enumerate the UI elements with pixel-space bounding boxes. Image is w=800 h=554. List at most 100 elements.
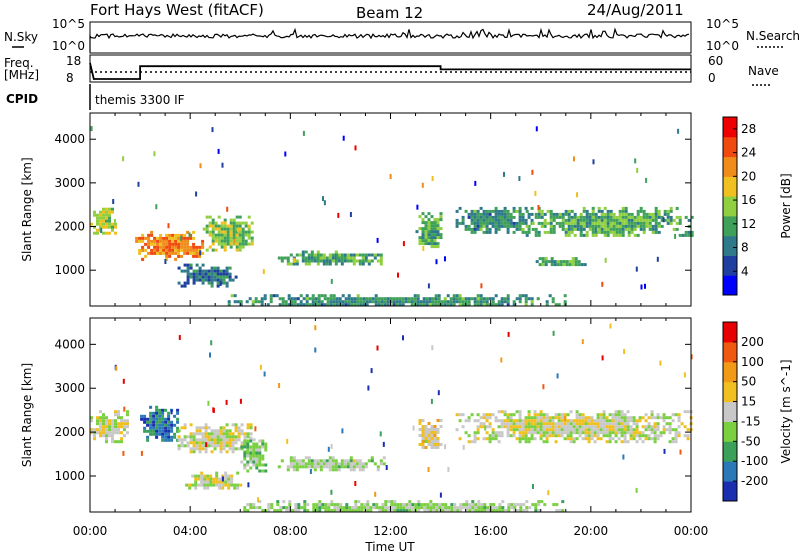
- echo-cell: [567, 227, 571, 231]
- echo-cell: [537, 209, 541, 213]
- echo-cell: [108, 225, 111, 229]
- echo-cell: [413, 297, 417, 301]
- echo-cell: [174, 245, 178, 249]
- echo-cell: [554, 416, 558, 420]
- echo-cell: [416, 300, 420, 304]
- echo-cell: [617, 425, 621, 429]
- echo-cell: [349, 459, 353, 463]
- echo-cell: [596, 425, 600, 429]
- echo-cell: [530, 212, 534, 216]
- echo-cell: [611, 422, 615, 426]
- echo-cell: [624, 224, 628, 228]
- echo-cell: [674, 437, 678, 441]
- echo-cell: [545, 425, 549, 429]
- echo-cell: [633, 215, 637, 219]
- echo-cell: [441, 503, 445, 507]
- echo-cell: [482, 300, 486, 304]
- echo-cell: [99, 419, 102, 423]
- echo-cell: [212, 483, 216, 487]
- echo-cell: [173, 435, 177, 439]
- echo-cell: [189, 435, 193, 439]
- scatter-point: [581, 339, 584, 345]
- echo-cell: [249, 503, 253, 507]
- echo-cell: [434, 294, 438, 298]
- echo-cell: [171, 236, 175, 240]
- echo-cell: [426, 506, 430, 510]
- scatter-point: [416, 204, 419, 210]
- echo-cell: [304, 250, 308, 254]
- echo-cell: [204, 272, 208, 276]
- echo-cell: [329, 297, 333, 301]
- echo-cell: [416, 303, 420, 307]
- scatter-point: [354, 145, 357, 151]
- echo-cell: [669, 206, 673, 210]
- echo-cell: [315, 503, 319, 507]
- echo-cell: [200, 480, 204, 484]
- echo-cell: [180, 239, 184, 243]
- echo-cell: [155, 426, 159, 430]
- echo-cell: [666, 212, 670, 216]
- echo-cell: [225, 275, 229, 279]
- echo-cell: [349, 259, 353, 263]
- scatter-point: [137, 181, 140, 187]
- echo-cell: [201, 278, 205, 282]
- echo-cell: [588, 212, 592, 216]
- echo-cell: [500, 218, 504, 222]
- echo-cell: [474, 506, 478, 510]
- echo-cell: [294, 509, 298, 513]
- echo-cell: [243, 445, 247, 449]
- echo-cell: [301, 465, 305, 469]
- echo-cell: [419, 303, 423, 307]
- echo-cell: [102, 425, 105, 429]
- echo-cell: [195, 278, 199, 282]
- scatter-point: [286, 438, 289, 444]
- echo-cell: [650, 428, 654, 432]
- echo-cell: [111, 228, 114, 232]
- echo-cell: [608, 437, 612, 441]
- echo-cell: [255, 448, 259, 452]
- echo-cell: [195, 444, 199, 448]
- echo-cell: [555, 503, 559, 507]
- echo-cell: [362, 297, 366, 301]
- echo-cell: [561, 500, 565, 504]
- echo-cell: [427, 440, 431, 443]
- echo-cell: [446, 294, 450, 298]
- echo-cell: [354, 503, 358, 507]
- scatter-point: [330, 443, 333, 449]
- echo-cell: [322, 259, 326, 263]
- echo-cell: [310, 256, 314, 260]
- echo-cell: [102, 225, 105, 229]
- echo-cell: [312, 509, 316, 513]
- echo-cell: [425, 297, 429, 301]
- echo-cell: [183, 236, 187, 240]
- echo-cell: [596, 419, 600, 423]
- echo-cell: [560, 413, 564, 417]
- echo-cell: [677, 425, 681, 429]
- echo-cell: [117, 440, 120, 444]
- echo-cell: [325, 262, 329, 266]
- scatter-point: [374, 491, 377, 497]
- echo-cell: [669, 218, 673, 222]
- echo-cell: [416, 294, 420, 298]
- echo-cell: [204, 429, 208, 433]
- echo-cell: [573, 227, 577, 231]
- echo-cell: [434, 303, 438, 307]
- echo-cell: [231, 435, 235, 439]
- echo-cell: [126, 410, 129, 414]
- echo-cell: [530, 422, 534, 426]
- freq-right-tick-bottom: 0: [708, 71, 716, 85]
- echo-cell: [648, 215, 652, 219]
- echo-cell: [512, 303, 516, 307]
- echo-cell: [334, 465, 338, 469]
- scatter-point: [397, 272, 399, 278]
- echo-cell: [226, 230, 230, 234]
- echo-cell: [574, 257, 578, 261]
- echo-cell: [540, 500, 544, 504]
- echo-cell: [464, 209, 468, 213]
- echo-cell: [261, 442, 265, 446]
- echo-cell: [164, 426, 168, 430]
- echo-cell: [214, 248, 218, 252]
- scatter-point: [140, 450, 143, 456]
- echo-cell: [238, 242, 242, 246]
- echo-cell: [618, 233, 622, 237]
